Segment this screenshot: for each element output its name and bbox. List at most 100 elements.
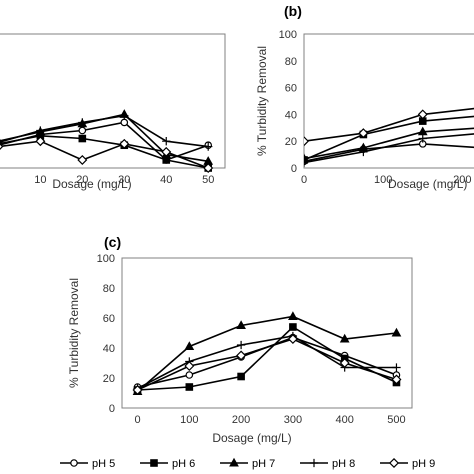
panel-b-y-tick-label: 40 bbox=[285, 109, 297, 121]
legend-item-circle: pH 5 bbox=[60, 458, 115, 470]
panel-c-series-line bbox=[137, 325, 397, 391]
panel-a-series-line bbox=[0, 134, 209, 169]
panel-c-x-tick-label: 200 bbox=[232, 414, 250, 426]
panel-a-data-point bbox=[120, 111, 129, 120]
panel-a-data-point bbox=[204, 142, 213, 151]
panel-b-x-axis-label: Dosage (mg/L) bbox=[388, 177, 467, 191]
panel-b-chart: (b) % Turbidity Removal Dosage (mg/L) 0 2… bbox=[255, 3, 474, 191]
legend-item-square: pH 6 bbox=[140, 458, 195, 470]
panel-b-x-tick-label: 200 bbox=[453, 174, 471, 186]
panel-a-series-plus bbox=[0, 111, 213, 151]
panel-a-data-point bbox=[0, 141, 3, 144]
legend-label: pH 7 bbox=[252, 458, 275, 470]
panel-c-x-tick-label: 300 bbox=[284, 414, 302, 426]
panel-c-x-tick-label: 0 bbox=[134, 414, 140, 426]
panel-c-x-tick-label: 400 bbox=[335, 414, 353, 426]
panel-c-data-point bbox=[339, 333, 350, 343]
panel-b-plot-area bbox=[303, 33, 474, 169]
panel-c-x-tick-label: 100 bbox=[180, 414, 198, 426]
panel-c-data-point bbox=[289, 323, 297, 331]
panel-b-label: (b) bbox=[284, 3, 302, 19]
panel-c-y-tick-label: 100 bbox=[97, 253, 115, 265]
panel-a-x-axis-label: Dosage (mg/L) bbox=[52, 177, 131, 191]
panel-c-chart: (c) % Turbidity Removal Dosage (mg/L) 0 2… bbox=[67, 234, 413, 445]
panel-c-data-point bbox=[391, 374, 402, 385]
panel-c-series-diamond bbox=[132, 333, 402, 396]
panel-c-x-tick-label: 500 bbox=[387, 414, 405, 426]
panel-c-data-point bbox=[287, 333, 298, 345]
panel-a-data-point bbox=[35, 136, 46, 147]
panel-a-data-point bbox=[119, 138, 130, 149]
panel-c-x-ticks: 0 100 200 300 400 500 bbox=[134, 414, 405, 426]
legend-label: pH 8 bbox=[332, 458, 355, 470]
legend-label: pH 6 bbox=[172, 458, 195, 470]
panel-a-data-point bbox=[78, 134, 87, 143]
panel-a-series bbox=[0, 109, 214, 174]
panel-b-x-ticks: 0 100 200 bbox=[301, 174, 472, 186]
panel-b-y-tick-label: 20 bbox=[285, 136, 297, 148]
panel-b-y-ticks: 0 20 40 60 80 100 bbox=[279, 29, 297, 175]
panel-c-series-line bbox=[136, 315, 397, 393]
legend-label: pH 9 bbox=[412, 458, 435, 470]
panel-c-y-tick-label: 40 bbox=[103, 343, 115, 355]
panel-a-x-tick-label: 40 bbox=[160, 174, 172, 186]
panel-c-y-tick-label: 20 bbox=[103, 373, 115, 385]
legend-item-triangle: pH 7 bbox=[220, 457, 275, 470]
panel-a-data-point bbox=[78, 126, 87, 135]
panel-b-data-point bbox=[358, 128, 369, 139]
panel-a-chart: Dosage (mg/L) 10 20 30 40 50 bbox=[0, 33, 226, 191]
panel-c-data-point bbox=[236, 340, 246, 350]
legend-marker bbox=[70, 459, 78, 467]
panel-b-data-point bbox=[304, 158, 309, 167]
panel-a-series-line bbox=[0, 114, 209, 148]
panel-c-data-point bbox=[339, 357, 350, 369]
legend-item-diamond: pH 9 bbox=[380, 457, 435, 470]
panel-a-data-point bbox=[36, 126, 45, 135]
panel-c-y-tick-label: 0 bbox=[109, 403, 115, 415]
legend-item-plus: pH 8 bbox=[300, 458, 355, 470]
panel-b-data-point bbox=[359, 147, 368, 157]
panel-c-y-tick-label: 80 bbox=[103, 283, 115, 295]
panel-c-series-line bbox=[137, 338, 397, 391]
legend-marker bbox=[309, 458, 319, 468]
panel-c-data-point bbox=[185, 383, 194, 391]
panel-c-data-point bbox=[236, 320, 246, 329]
panel-a-data-point bbox=[120, 118, 129, 127]
panel-a-data-point bbox=[203, 162, 214, 174]
panel-b-data-point bbox=[417, 109, 428, 120]
panel-c-data-point bbox=[237, 372, 245, 381]
panel-a-data-point bbox=[161, 146, 172, 157]
panel-c-y-axis-label: % Turbidity Removal bbox=[67, 278, 81, 388]
panel-b-data-point bbox=[304, 136, 310, 147]
panel-c-x-axis-label: Dosage (mg/L) bbox=[212, 431, 291, 445]
panel-a-data-point bbox=[78, 118, 87, 127]
panel-c-y-ticks: 0 20 40 60 80 100 bbox=[97, 253, 115, 415]
panel-c-data-point bbox=[184, 360, 195, 372]
legend-marker bbox=[229, 457, 239, 467]
panel-c-data-point bbox=[288, 311, 298, 320]
panel-c-data-point bbox=[132, 384, 143, 396]
panel-b-y-tick-label: 80 bbox=[285, 56, 297, 68]
panel-c-series-triangle bbox=[132, 311, 402, 395]
panel-a-x-tick-label: 10 bbox=[34, 174, 46, 186]
panel-a-series-diamond bbox=[0, 136, 214, 174]
panel-b-series bbox=[304, 107, 474, 167]
panel-a-data-point bbox=[0, 143, 4, 150]
panel-a-x-tick-label: 30 bbox=[118, 174, 130, 186]
panel-b-y-tick-label: 100 bbox=[279, 29, 297, 41]
panel-a-x-tick-label: 20 bbox=[76, 174, 88, 186]
panel-c-series bbox=[132, 311, 402, 396]
panel-a-x-ticks: 10 20 30 40 50 bbox=[34, 174, 214, 186]
panel-c-data-point bbox=[392, 363, 401, 372]
panel-a-data-point bbox=[162, 137, 171, 146]
panel-b-series-diamond bbox=[304, 107, 474, 147]
panel-c-series-line bbox=[137, 335, 397, 390]
panel-b-x-tick-label: 0 bbox=[301, 174, 307, 186]
panel-b-data-point bbox=[418, 134, 427, 143]
panel-a-series-line bbox=[0, 121, 209, 161]
panel-c-plot-area bbox=[121, 257, 413, 409]
legend-marker bbox=[150, 459, 158, 467]
legend-marker bbox=[388, 457, 400, 469]
panel-b-x-tick-label: 100 bbox=[374, 174, 392, 186]
panel-a-series-line bbox=[0, 140, 209, 169]
